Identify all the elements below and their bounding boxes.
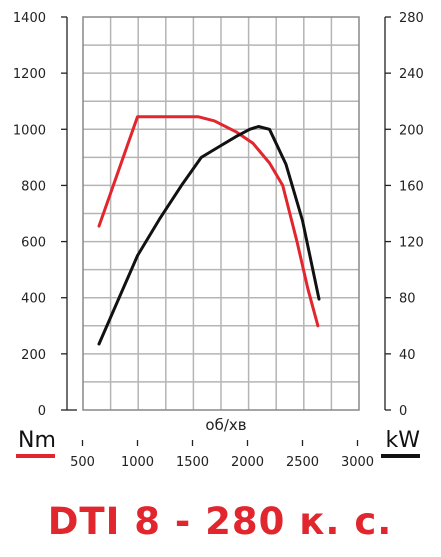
right-tick-label: 40 <box>399 348 416 363</box>
left-axis-torque: 0 200 400 600 800 1000 1200 1400 <box>13 11 68 419</box>
left-tick-label: 0 <box>38 404 46 419</box>
right-axis-label: kW <box>386 428 421 453</box>
left-tick-label: 200 <box>21 348 46 363</box>
right-tick-label: 280 <box>399 11 424 26</box>
x-tick-label: 3000 <box>341 455 374 470</box>
left-tick-label: 800 <box>21 179 46 194</box>
left-axis-label: Nm <box>18 428 56 453</box>
x-axis-rpm: 500 1000 1500 2000 2500 3000 <box>67 409 374 470</box>
right-axis-power: 0 40 80 120 160 200 240 280 <box>384 11 424 419</box>
x-tick-label: 2500 <box>286 455 319 470</box>
left-tick-label: 400 <box>21 292 46 307</box>
torque-curve <box>97 115 320 328</box>
left-tick-label: 600 <box>21 236 46 251</box>
left-tick-label: 1000 <box>13 123 46 138</box>
right-tick-label: 200 <box>399 123 424 138</box>
power-curve <box>97 125 321 346</box>
chart-title: DTI 8 - 280 к. с. <box>48 500 393 543</box>
series-layer <box>97 115 321 346</box>
chart-grid <box>83 17 359 410</box>
right-tick-label: 0 <box>399 404 407 419</box>
x-tick-label: 500 <box>70 455 95 470</box>
right-tick-label: 240 <box>399 67 424 82</box>
x-tick-label: 1000 <box>121 455 154 470</box>
left-tick-label: 1200 <box>13 67 46 82</box>
right-tick-label: 80 <box>399 292 416 307</box>
x-axis-label: об/хв <box>205 416 246 434</box>
plot-frame <box>82 16 360 411</box>
right-tick-label: 120 <box>399 236 424 251</box>
right-tick-label: 160 <box>399 179 424 194</box>
left-tick-label: 1400 <box>13 11 46 26</box>
x-tick-label: 1500 <box>176 455 209 470</box>
x-tick-label: 2000 <box>231 455 264 470</box>
